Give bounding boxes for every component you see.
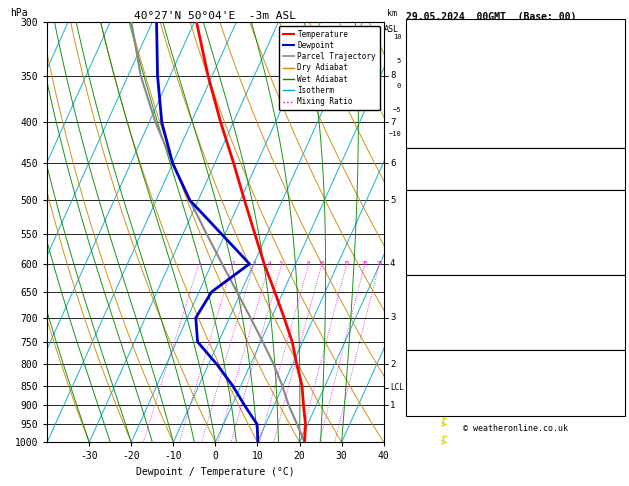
Text: 10: 10 xyxy=(319,261,325,266)
Text: 10.1: 10.1 xyxy=(598,213,621,222)
Text: ASL: ASL xyxy=(384,25,399,35)
Text: SREH: SREH xyxy=(409,374,432,383)
Text: 2: 2 xyxy=(231,261,235,266)
Text: 1: 1 xyxy=(197,261,201,266)
Text: hPa: hPa xyxy=(10,8,28,17)
Text: Mixing Ratio (g/kg): Mixing Ratio (g/kg) xyxy=(418,185,428,279)
Text: θₜ(K): θₜ(K) xyxy=(409,225,438,234)
Text: EH: EH xyxy=(409,361,420,370)
Text: 21.2: 21.2 xyxy=(598,200,621,209)
Text: 5: 5 xyxy=(280,261,284,266)
Text: © weatheronline.co.uk: © weatheronline.co.uk xyxy=(463,424,567,434)
Text: PW (cm): PW (cm) xyxy=(409,174,449,183)
Text: 322: 322 xyxy=(604,298,621,307)
Text: 4: 4 xyxy=(268,261,271,266)
Text: Most Unstable: Most Unstable xyxy=(478,277,552,286)
Text: 20: 20 xyxy=(362,261,368,266)
Text: 10: 10 xyxy=(610,401,621,411)
Text: LCL: LCL xyxy=(390,383,404,392)
Text: 5: 5 xyxy=(390,196,396,205)
Text: 3: 3 xyxy=(390,313,396,322)
Text: 8: 8 xyxy=(307,261,310,266)
Text: K: K xyxy=(409,151,415,160)
Text: 6: 6 xyxy=(390,159,396,168)
Text: 8: 8 xyxy=(390,71,396,80)
Text: StmSpd (kt): StmSpd (kt) xyxy=(409,401,472,411)
Text: 1: 1 xyxy=(390,401,396,410)
Text: 4: 4 xyxy=(390,260,396,268)
Text: kt: kt xyxy=(409,22,420,31)
Text: Hodograph: Hodograph xyxy=(489,352,541,362)
Title: 40°27'N 50°04'E  -3m ASL: 40°27'N 50°04'E -3m ASL xyxy=(135,11,296,21)
Legend: Temperature, Dewpoint, Parcel Trajectory, Dry Adiabat, Wet Adiabat, Isotherm, Mi: Temperature, Dewpoint, Parcel Trajectory… xyxy=(279,26,380,110)
Text: 2.11: 2.11 xyxy=(598,174,621,183)
Text: 0: 0 xyxy=(616,324,621,333)
Text: Surface: Surface xyxy=(495,192,535,201)
Text: Lifted Index: Lifted Index xyxy=(409,311,478,320)
Text: CAPE (J): CAPE (J) xyxy=(409,250,455,259)
Text: CAPE (J): CAPE (J) xyxy=(409,324,455,333)
Text: 7: 7 xyxy=(390,118,396,127)
Text: Totals Totals: Totals Totals xyxy=(409,162,484,172)
Text: 3: 3 xyxy=(252,261,255,266)
Text: 315: 315 xyxy=(604,225,621,234)
Text: km: km xyxy=(387,9,396,17)
Text: 29.05.2024  00GMT  (Base: 00): 29.05.2024 00GMT (Base: 00) xyxy=(406,12,576,22)
Text: Lifted Index: Lifted Index xyxy=(409,238,478,247)
Text: CIN (J): CIN (J) xyxy=(409,337,449,346)
Text: 0: 0 xyxy=(616,263,621,272)
Text: 2: 2 xyxy=(390,360,396,369)
Text: 750: 750 xyxy=(604,285,621,295)
Text: Pressure (mb): Pressure (mb) xyxy=(409,285,484,295)
Text: 15: 15 xyxy=(343,261,350,266)
X-axis label: Dewpoint / Temperature (°C): Dewpoint / Temperature (°C) xyxy=(136,467,295,477)
Text: CIN (J): CIN (J) xyxy=(409,263,449,272)
Text: 34: 34 xyxy=(610,374,621,383)
Text: 9: 9 xyxy=(616,238,621,247)
Text: 25: 25 xyxy=(376,261,382,266)
Text: StmDir: StmDir xyxy=(409,388,443,397)
Text: 5: 5 xyxy=(616,311,621,320)
Text: 17: 17 xyxy=(610,151,621,160)
Text: Temp (°C): Temp (°C) xyxy=(409,200,460,209)
Text: 272°: 272° xyxy=(598,388,621,397)
Text: Dewp (°C): Dewp (°C) xyxy=(409,213,460,222)
Text: 40: 40 xyxy=(610,162,621,172)
Text: 0: 0 xyxy=(616,337,621,346)
Text: θₜ (K): θₜ (K) xyxy=(409,298,443,307)
Text: 33: 33 xyxy=(610,361,621,370)
Text: 0: 0 xyxy=(616,250,621,259)
